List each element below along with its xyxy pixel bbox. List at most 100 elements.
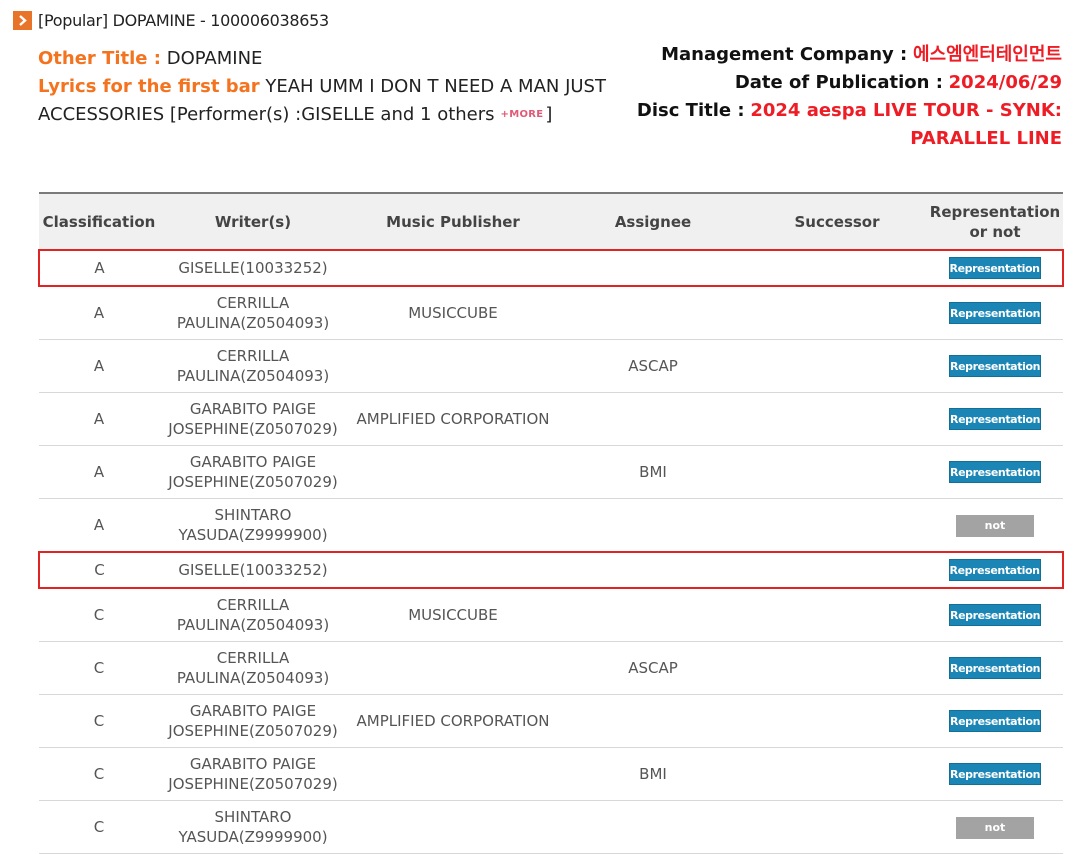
publisher-cell bbox=[347, 747, 559, 801]
classification-cell: A bbox=[39, 339, 159, 393]
classification-cell: A bbox=[39, 498, 159, 553]
writer-cell: GISELLE(10033252) bbox=[159, 249, 347, 287]
successor-cell bbox=[747, 551, 927, 589]
col-classification: Classification bbox=[42, 212, 156, 231]
classification-cell: C bbox=[39, 800, 159, 854]
publisher-cell bbox=[347, 800, 559, 854]
assignee-cell: ASCAP bbox=[559, 641, 747, 695]
representation-cell: not bbox=[927, 498, 1063, 553]
col-representation: Representation or not bbox=[929, 202, 1061, 241]
writer-cell: SHINTARO YASUDA(Z9999900) bbox=[159, 800, 347, 854]
representation-button[interactable]: Representation bbox=[949, 657, 1041, 679]
writer-cell: SHINTARO YASUDA(Z9999900) bbox=[159, 498, 347, 553]
classification-cell: C bbox=[39, 694, 159, 748]
publisher-cell: MUSICCUBE bbox=[347, 588, 559, 642]
representation-button[interactable]: Representation bbox=[949, 763, 1041, 785]
assignee-cell: BMI bbox=[559, 747, 747, 801]
representation-button[interactable]: Representation bbox=[949, 604, 1041, 626]
assignee-cell bbox=[559, 694, 747, 748]
representation-button[interactable]: Representation bbox=[949, 710, 1041, 732]
table-row: C GARABITO PAIGE JOSEPHINE(Z0507029) AMPLI… bbox=[39, 694, 1063, 748]
representation-button[interactable]: Representation bbox=[948, 559, 1041, 581]
writer-cell: GISELLE(10033252) bbox=[159, 551, 347, 589]
song-info-left: Other Title : DOPAMINE Lyrics for the fi… bbox=[38, 45, 638, 129]
not-represented-button[interactable]: not bbox=[956, 514, 1034, 537]
assignee-text: ASCAP bbox=[628, 357, 678, 375]
credits-table-body: A GISELLE(10033252) Representation A CERRILL… bbox=[38, 249, 1064, 854]
successor-cell bbox=[747, 800, 927, 854]
management-line: Management Company : 에스엠엔터테인먼트 bbox=[602, 41, 1062, 69]
publisher-cell: AMPLIFIED CORPORATION bbox=[347, 694, 559, 748]
classification-text: C bbox=[93, 765, 105, 783]
representation-button[interactable]: Representation bbox=[949, 461, 1041, 483]
publisher-text: MUSICCUBE bbox=[408, 606, 498, 624]
representation-cell: Representation bbox=[927, 694, 1063, 748]
disc-line: Disc Title : 2024 aespa LIVE TOUR - SYNK… bbox=[602, 97, 1062, 153]
assignee-cell bbox=[559, 498, 747, 553]
successor-cell bbox=[747, 747, 927, 801]
publisher-text: AMPLIFIED CORPORATION bbox=[356, 712, 550, 730]
representation-button[interactable]: Representation bbox=[949, 408, 1041, 430]
representation-button[interactable]: Representation bbox=[949, 355, 1041, 377]
credits-table: Classification Writer(s) Music Publisher… bbox=[38, 192, 1064, 854]
representation-cell: not bbox=[927, 800, 1063, 854]
not-represented-button[interactable]: not bbox=[956, 816, 1034, 839]
col-writers: Writer(s) bbox=[214, 212, 292, 231]
writer-cell: GARABITO PAIGE JOSEPHINE(Z0507029) bbox=[159, 694, 347, 748]
classification-text: A bbox=[93, 304, 105, 322]
classification-text: A bbox=[93, 516, 105, 534]
lyrics-value: YEAH UMM I DON T NEED A MAN JUST ACCESSO… bbox=[38, 76, 606, 125]
representation-button[interactable]: Representation bbox=[949, 302, 1041, 324]
writer-text: CERRILLA PAULINA(Z0504093) bbox=[176, 649, 330, 687]
publisher-cell: AMPLIFIED CORPORATION bbox=[347, 392, 559, 446]
assignee-cell bbox=[559, 286, 747, 340]
chevron-right-icon bbox=[13, 10, 32, 30]
writer-cell: CERRILLA PAULINA(Z0504093) bbox=[159, 286, 347, 340]
representation-cell: Representation bbox=[927, 286, 1063, 340]
assignee-cell: BMI bbox=[559, 445, 747, 499]
representation-cell: Representation bbox=[927, 445, 1063, 499]
classification-text: C bbox=[93, 659, 105, 677]
table-row: C GARABITO PAIGE JOSEPHINE(Z0507029) BMI Re… bbox=[39, 747, 1063, 801]
writer-text: CERRILLA PAULINA(Z0504093) bbox=[176, 294, 330, 332]
classification-cell: A bbox=[39, 286, 159, 340]
writer-text: GARABITO PAIGE JOSEPHINE(Z0507029) bbox=[168, 755, 338, 793]
classification-cell: C bbox=[39, 747, 159, 801]
classification-text: C bbox=[93, 712, 105, 730]
publisher-cell bbox=[347, 339, 559, 393]
writer-text: CERRILLA PAULINA(Z0504093) bbox=[176, 347, 330, 385]
classification-cell: C bbox=[38, 551, 159, 589]
disc-label: Disc Title : bbox=[636, 100, 745, 121]
assignee-cell: ASCAP bbox=[559, 339, 747, 393]
table-row: C GISELLE(10033252) Representation bbox=[38, 551, 1064, 589]
classification-cell: C bbox=[39, 588, 159, 642]
writer-text: GARABITO PAIGE JOSEPHINE(Z0507029) bbox=[168, 702, 338, 740]
classification-text: C bbox=[93, 818, 105, 836]
classification-cell: A bbox=[39, 392, 159, 446]
writer-text: CERRILLA PAULINA(Z0504093) bbox=[176, 596, 330, 634]
table-row: C SHINTARO YASUDA(Z9999900) not bbox=[39, 800, 1063, 854]
writer-text: GARABITO PAIGE JOSEPHINE(Z0507029) bbox=[168, 400, 338, 438]
classification-text: A bbox=[93, 410, 105, 428]
successor-cell bbox=[747, 641, 927, 695]
writer-cell: CERRILLA PAULINA(Z0504093) bbox=[159, 588, 347, 642]
writer-text: GARABITO PAIGE JOSEPHINE(Z0507029) bbox=[168, 453, 338, 491]
writer-cell: GARABITO PAIGE JOSEPHINE(Z0507029) bbox=[159, 392, 347, 446]
successor-cell bbox=[747, 694, 927, 748]
classification-cell: A bbox=[38, 249, 159, 287]
representation-cell: Representation bbox=[927, 588, 1063, 642]
other-title-line: Other Title : DOPAMINE bbox=[38, 45, 638, 73]
more-link[interactable]: +MORE bbox=[500, 109, 544, 120]
successor-cell bbox=[747, 286, 927, 340]
header-row: Classification Writer(s) Music Publisher… bbox=[39, 193, 1063, 250]
publisher-text: MUSICCUBE bbox=[408, 304, 498, 322]
writer-cell: GARABITO PAIGE JOSEPHINE(Z0507029) bbox=[159, 747, 347, 801]
lyrics-label: Lyrics for the first bar bbox=[38, 76, 260, 97]
classification-text: A bbox=[93, 357, 105, 375]
col-assignee: Assignee bbox=[614, 212, 692, 231]
assignee-cell bbox=[559, 392, 747, 446]
representation-button[interactable]: Representation bbox=[948, 257, 1041, 279]
successor-cell bbox=[747, 392, 927, 446]
management-value: 에스엠엔터테인먼트 bbox=[912, 44, 1062, 65]
